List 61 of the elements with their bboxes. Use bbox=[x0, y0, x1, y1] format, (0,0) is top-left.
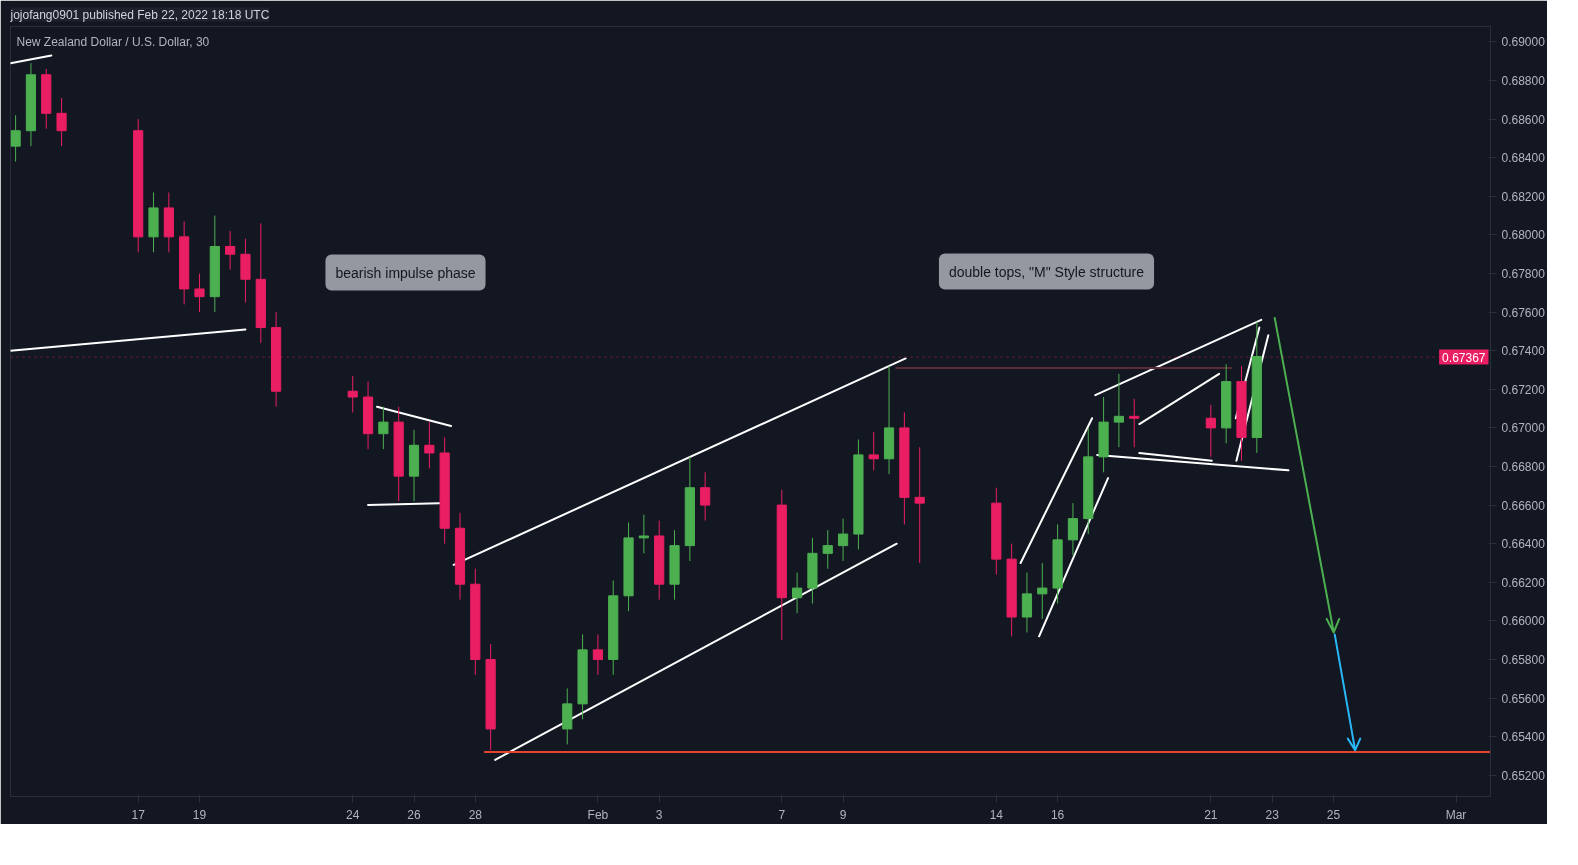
x-tick-label: Mar bbox=[1445, 807, 1467, 822]
candlestick bbox=[347, 375, 358, 413]
candlestick bbox=[592, 633, 603, 676]
y-tick-label: 0.68000 bbox=[1501, 228, 1546, 243]
y-tick-label: 0.65800 bbox=[1501, 652, 1546, 667]
x-tick-label: 3 bbox=[655, 807, 663, 822]
candlestick bbox=[1037, 562, 1048, 620]
y-tick-label: 0.68600 bbox=[1501, 112, 1546, 127]
x-tick-label: 21 bbox=[1204, 807, 1218, 822]
candlestick bbox=[1205, 404, 1216, 458]
candlestick bbox=[378, 406, 389, 450]
x-tick-label: Feb bbox=[587, 807, 609, 822]
x-tick-label: 24 bbox=[346, 807, 360, 822]
x-tick-label: 16 bbox=[1050, 807, 1065, 822]
y-tick-label: 0.67200 bbox=[1501, 382, 1546, 397]
candlestick bbox=[225, 230, 236, 271]
y-tick-label: 0.67600 bbox=[1501, 305, 1546, 320]
x-tick-label: 28 bbox=[468, 807, 483, 822]
y-tick-label: 0.68200 bbox=[1501, 189, 1546, 204]
candlestick bbox=[700, 471, 711, 522]
y-tick-label: 0.66200 bbox=[1501, 575, 1546, 590]
y-tick-label: 0.65200 bbox=[1501, 768, 1546, 783]
candlestick bbox=[424, 421, 435, 469]
x-tick-label: 23 bbox=[1265, 807, 1280, 822]
annotation: double tops, "M" Style structure bbox=[948, 263, 1145, 280]
candlestick bbox=[837, 518, 849, 562]
candlestick bbox=[1129, 398, 1140, 448]
x-tick-label: 14 bbox=[989, 807, 1004, 822]
candlestick bbox=[1067, 502, 1079, 556]
annotation: bearish impulse phase bbox=[335, 264, 476, 281]
candlestick bbox=[792, 572, 803, 614]
x-tick-label: 9 bbox=[839, 807, 847, 822]
candlestick bbox=[194, 273, 205, 313]
candlestick bbox=[868, 431, 879, 471]
y-tick-label: 0.67800 bbox=[1501, 267, 1546, 282]
y-tick-label: 0.65600 bbox=[1501, 691, 1546, 706]
y-tick-label: 0.68400 bbox=[1501, 151, 1546, 166]
chart-subtitle: jojofang0901 published Feb 22, 2022 18:18 UTC bbox=[9, 7, 270, 22]
text: New Zealand Dollar / U.S. Dollar, 30 bbox=[16, 34, 210, 49]
y-tick-label: 0.66000 bbox=[1501, 614, 1546, 629]
y-tick-label: 0.66400 bbox=[1501, 537, 1546, 552]
y-tick-label: 0.66600 bbox=[1501, 498, 1546, 513]
x-tick-label: 7 bbox=[778, 807, 786, 822]
y-tick-label: 0.67400 bbox=[1501, 344, 1546, 359]
y-tick-label: 0.69000 bbox=[1501, 35, 1546, 50]
x-tick-label: 17 bbox=[131, 807, 146, 822]
candlestick bbox=[914, 446, 925, 564]
x-tick-label: 26 bbox=[407, 807, 422, 822]
candlestick bbox=[822, 529, 833, 570]
x-tick-label: 19 bbox=[192, 807, 207, 822]
y-tick-label: 0.66800 bbox=[1501, 460, 1546, 474]
candlestick bbox=[638, 514, 649, 554]
y-tick-label: 0.67000 bbox=[1501, 421, 1546, 436]
candlestick bbox=[1021, 572, 1033, 633]
candlestick bbox=[10, 114, 21, 163]
y-tick-label: 0.65400 bbox=[1501, 730, 1546, 745]
candlestick bbox=[56, 97, 67, 147]
x-tick-label: 25 bbox=[1326, 807, 1341, 822]
ref-line-label: 0.67367 bbox=[1442, 350, 1486, 365]
candlestick bbox=[1113, 373, 1124, 448]
y-tick-label: 0.68800 bbox=[1501, 74, 1546, 89]
